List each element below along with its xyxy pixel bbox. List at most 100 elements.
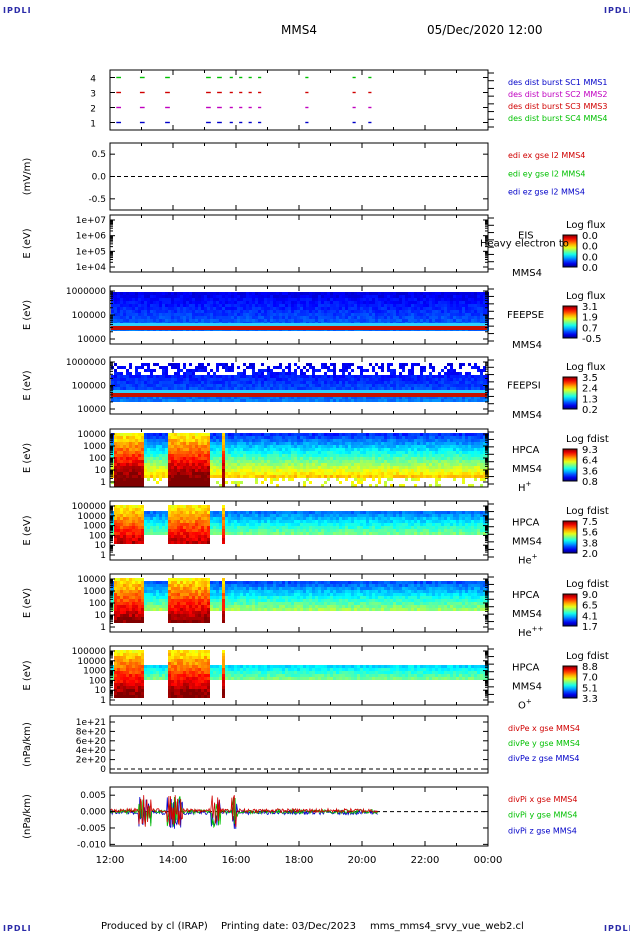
spectrogram-cell: [309, 469, 312, 472]
spectrogram-cell: [144, 369, 147, 372]
spectrogram-cell: [135, 298, 138, 301]
spectrogram-cell: [138, 301, 141, 304]
spectrogram-cell: [360, 375, 363, 378]
spectrogram-cell: [477, 369, 480, 372]
spectrogram-cell: [336, 399, 339, 402]
spectrogram-cell: [366, 433, 369, 436]
spectrogram-cell: [342, 460, 345, 463]
spectrogram-cell: [417, 313, 420, 316]
spectrogram-cell: [132, 384, 135, 387]
spectrogram-cell: [276, 484, 279, 487]
spectrogram-cell: [192, 478, 195, 481]
spectrogram-cell: [111, 381, 114, 384]
spectrogram-cell: [378, 475, 381, 478]
spectrogram-cell: [396, 310, 399, 313]
spectrogram-cell: [174, 457, 177, 460]
spectrogram-cell: [285, 372, 288, 375]
spectrogram-cell: [222, 460, 225, 463]
spectrogram-cell: [147, 396, 150, 399]
spectrogram-cell: [354, 319, 357, 322]
spectrogram-cell: [480, 399, 483, 402]
spectrogram-cell: [273, 366, 276, 369]
spectrogram-cell: [456, 298, 459, 301]
spectrogram-cell: [267, 454, 270, 457]
spectrogram-cell: [444, 301, 447, 304]
spectrogram-cell: [225, 445, 228, 448]
spectrogram-cell: [252, 475, 255, 478]
spectrogram-cell: [342, 381, 345, 384]
spectrogram-cell: [309, 319, 312, 322]
spectrogram-cell: [354, 316, 357, 319]
spectrogram-cell: [216, 304, 219, 307]
spectrogram-cell: [237, 433, 240, 436]
spectrogram-cell: [381, 457, 384, 460]
spectrogram-cell: [393, 310, 396, 313]
spectrogram-cell: [255, 457, 258, 460]
spectrogram-cell: [348, 436, 351, 439]
spectrogram-cell: [282, 472, 285, 475]
spectrogram-cell: [192, 307, 195, 310]
spectrogram-cell: [228, 436, 231, 439]
spectrogram-cell: [450, 387, 453, 390]
spectrogram-cell: [249, 295, 252, 298]
spectrogram-cell: [177, 466, 180, 469]
spectrogram-cell: [225, 381, 228, 384]
spectrogram-cell: [270, 292, 273, 295]
spectrogram-cell: [174, 295, 177, 298]
spectrogram-cell: [153, 466, 156, 469]
spectrogram-cell: [147, 478, 150, 481]
spectrogram-cell: [345, 313, 348, 316]
spectrogram-cell: [360, 463, 363, 466]
spectrogram-cell: [321, 457, 324, 460]
spectrogram-cell: [267, 436, 270, 439]
spectrogram-cell: [180, 481, 183, 484]
y-tick-label: 2: [90, 105, 96, 115]
spectrogram-cell: [408, 292, 411, 295]
spectrogram-cell: [180, 466, 183, 469]
spectrogram-cell: [192, 396, 195, 399]
spectrogram-cell: [318, 460, 321, 463]
spectrogram-cell: [390, 301, 393, 304]
spectrogram-cell: [480, 316, 483, 319]
spectrogram-cell: [354, 451, 357, 454]
spectrogram-cell: [135, 436, 138, 439]
spectrogram-cell: [135, 381, 138, 384]
spectrogram-cell: [255, 310, 258, 313]
spectrogram-cell: [141, 396, 144, 399]
spectrogram-cell: [198, 448, 201, 451]
spectrogram-cell: [405, 313, 408, 316]
spectrogram-cell: [201, 463, 204, 466]
colorbar-tick-label: 0.0: [582, 263, 598, 274]
spectrogram-cell: [381, 304, 384, 307]
spectrogram-cell: [447, 310, 450, 313]
spectrogram-cell: [477, 378, 480, 381]
spectrogram-cell: [297, 298, 300, 301]
spectrogram-cell: [300, 451, 303, 454]
spectrogram-cell: [351, 463, 354, 466]
spectrogram-cell: [267, 378, 270, 381]
spectrogram-cell: [186, 454, 189, 457]
spectrogram-cell: [432, 396, 435, 399]
spectrogram-cell: [159, 433, 162, 436]
spectrogram-cell: [252, 445, 255, 448]
spectrogram-cell: [351, 466, 354, 469]
spectrogram-cell: [384, 298, 387, 301]
spectrogram-cell: [234, 454, 237, 457]
spectrogram-cell: [363, 433, 366, 436]
spectrogram-cell: [255, 463, 258, 466]
spectrogram-cell: [222, 466, 225, 469]
spectrogram-cell: [168, 436, 171, 439]
spectrogram-cell: [270, 369, 273, 372]
spectrogram-cell: [234, 439, 237, 442]
spectrogram-cell: [351, 298, 354, 301]
spectrogram-cell: [207, 313, 210, 316]
spectrogram-cell: [294, 475, 297, 478]
spectrogram-cell: [420, 307, 423, 310]
spectrogram-cell: [291, 472, 294, 475]
spectrogram-cell: [402, 304, 405, 307]
spectrogram-cell: [162, 466, 165, 469]
spectrogram-cell: [282, 463, 285, 466]
spectrogram-cell: [258, 316, 261, 319]
spectrogram-cell: [348, 381, 351, 384]
spectrogram-cell: [435, 319, 438, 322]
